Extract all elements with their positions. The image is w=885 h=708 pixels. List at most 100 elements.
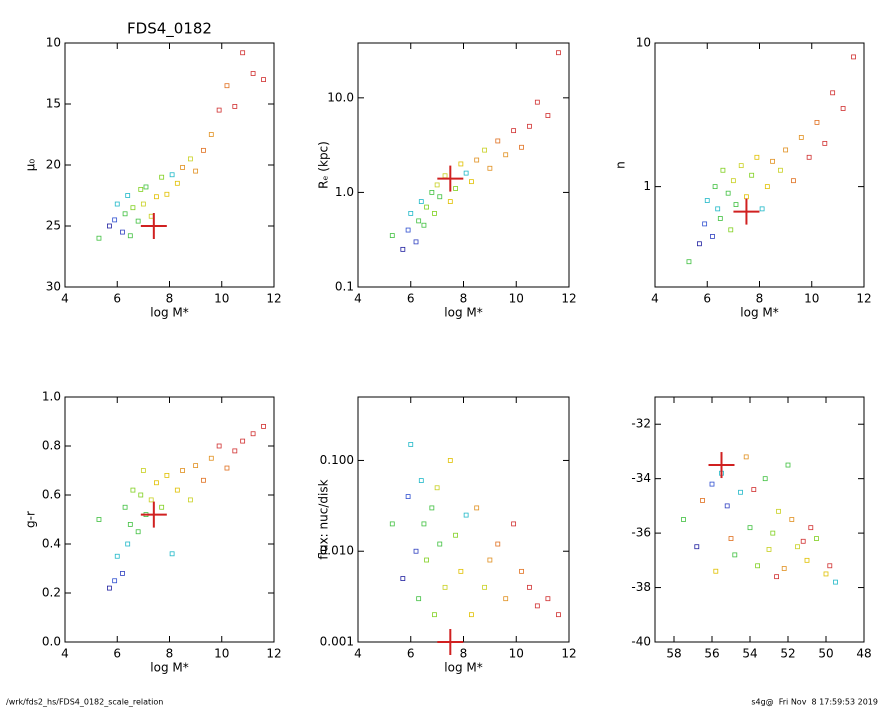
data-point [240, 438, 246, 444]
data-point [804, 557, 810, 563]
data-point [713, 568, 719, 574]
data-point [495, 541, 501, 547]
x-tick-label: 8 [166, 292, 174, 306]
y-tick-label: -40 [631, 635, 651, 649]
x-tick-label: 56 [704, 647, 719, 661]
data-point [724, 503, 730, 509]
data-point [800, 538, 806, 544]
y-tick-label: 0.100 [320, 453, 354, 467]
data-point [140, 201, 146, 207]
data-point [709, 481, 715, 487]
data-point [458, 161, 464, 167]
data-point [107, 223, 112, 229]
y-tick-label: 20 [46, 158, 61, 172]
data-point [755, 563, 760, 569]
data-point [766, 547, 772, 552]
y-tick-label: 15 [46, 97, 61, 111]
x-tick-label: 10 [214, 292, 229, 306]
data-point [127, 233, 133, 239]
y-tick-label: 0.6 [42, 488, 61, 502]
data-point [840, 106, 846, 111]
data-point [154, 194, 159, 200]
y-tick-label: 10 [46, 36, 61, 50]
data-point [208, 132, 214, 137]
x-tick-label: 10 [804, 292, 819, 306]
data-point [545, 113, 551, 118]
data-point [148, 213, 154, 219]
data-point [429, 190, 435, 195]
data-point [112, 578, 118, 584]
data-point [704, 198, 710, 203]
x-tick-label: 8 [166, 647, 174, 661]
y-tick-label: 10.0 [327, 90, 354, 104]
data-point [781, 566, 787, 571]
data-point [125, 193, 131, 198]
y-axis-label: Rₑ (kpc) [317, 141, 331, 189]
plot-frame [654, 396, 865, 643]
data-point [224, 83, 230, 89]
data-point [700, 498, 705, 503]
data-point [754, 154, 760, 160]
data-point [421, 521, 427, 527]
footer-stamp: s4g@ Fri Nov 8 17:59:53 2019 [751, 698, 878, 707]
data-point [389, 521, 395, 527]
data-point [495, 138, 501, 144]
data-point [250, 71, 256, 76]
data-point [107, 585, 112, 591]
data-point [408, 442, 414, 447]
data-point [418, 199, 424, 204]
data-point [822, 140, 828, 146]
data-point [469, 179, 474, 185]
data-point [747, 525, 753, 531]
data-point [733, 202, 739, 207]
data-point [534, 603, 540, 609]
data-point [482, 584, 488, 590]
data-point [434, 485, 440, 491]
data-point [751, 487, 757, 492]
data-point [453, 186, 458, 191]
data-point [474, 157, 480, 163]
data-point [201, 477, 206, 483]
data-point [833, 579, 838, 585]
data-point [764, 184, 770, 190]
x-tick-label: 10 [214, 647, 229, 661]
x-tick-label: 4 [354, 292, 362, 306]
data-point [154, 480, 159, 486]
data-point [416, 596, 422, 602]
data-point [174, 487, 180, 493]
data-point [159, 504, 165, 510]
y-tick-label: 0.010 [320, 544, 354, 558]
data-point [434, 182, 440, 188]
y-tick-label: 0.8 [42, 439, 61, 453]
data-point [169, 172, 175, 178]
data-point [127, 522, 133, 527]
data-point [143, 184, 149, 190]
data-point [405, 494, 411, 499]
data-point [140, 468, 146, 473]
plot-frame [654, 42, 865, 288]
data-point [424, 557, 429, 563]
x-tick-label: 58 [666, 647, 681, 661]
x-axis-label: log M* [740, 306, 778, 320]
data-point [405, 227, 411, 233]
data-point [527, 123, 532, 129]
data-point [135, 529, 141, 535]
data-point [437, 194, 443, 200]
x-tick-label: 4 [61, 647, 69, 661]
x-tick-label: 6 [113, 292, 121, 306]
data-point [432, 612, 437, 618]
data-point [487, 557, 493, 563]
data-point [534, 99, 540, 105]
data-point [400, 246, 406, 252]
data-point [469, 612, 474, 618]
data-point [710, 234, 715, 239]
data-point [808, 525, 814, 531]
data-point [96, 235, 102, 241]
data-point [159, 174, 165, 180]
x-tick-label: 4 [651, 292, 659, 306]
x-tick-label: 4 [354, 647, 362, 661]
data-point [527, 584, 532, 590]
data-point [823, 571, 829, 577]
data-point [770, 158, 775, 164]
data-point [138, 186, 144, 192]
